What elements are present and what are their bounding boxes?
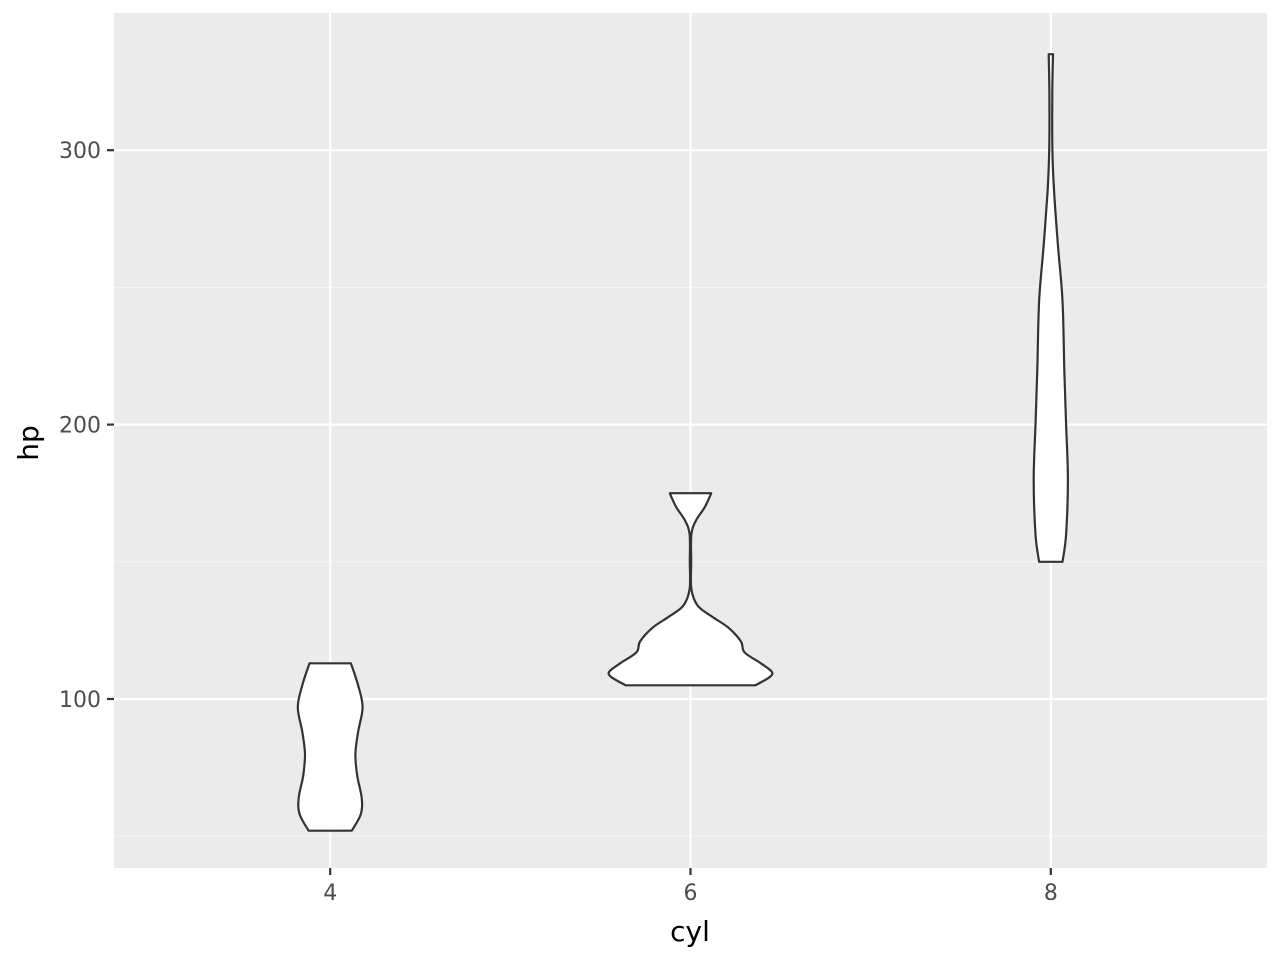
y-tick-label: 100: [59, 688, 101, 713]
y-axis-title: hp: [12, 425, 45, 461]
x-tick-label: 6: [684, 881, 698, 906]
x-tick-label: 8: [1044, 881, 1058, 906]
violin-cyl-8: [1032, 53, 1069, 563]
x-axis: 4 6 8: [323, 868, 1058, 906]
x-tick-label: 4: [323, 881, 337, 906]
y-tick-label: 200: [59, 414, 101, 439]
y-axis: 100 200 300: [59, 139, 114, 713]
violin-cyl-4: [296, 662, 364, 832]
x-axis-title: cyl: [670, 915, 710, 948]
y-tick-label: 300: [59, 139, 101, 164]
violin-cyl-6: [607, 492, 774, 687]
violins: [296, 53, 1069, 832]
